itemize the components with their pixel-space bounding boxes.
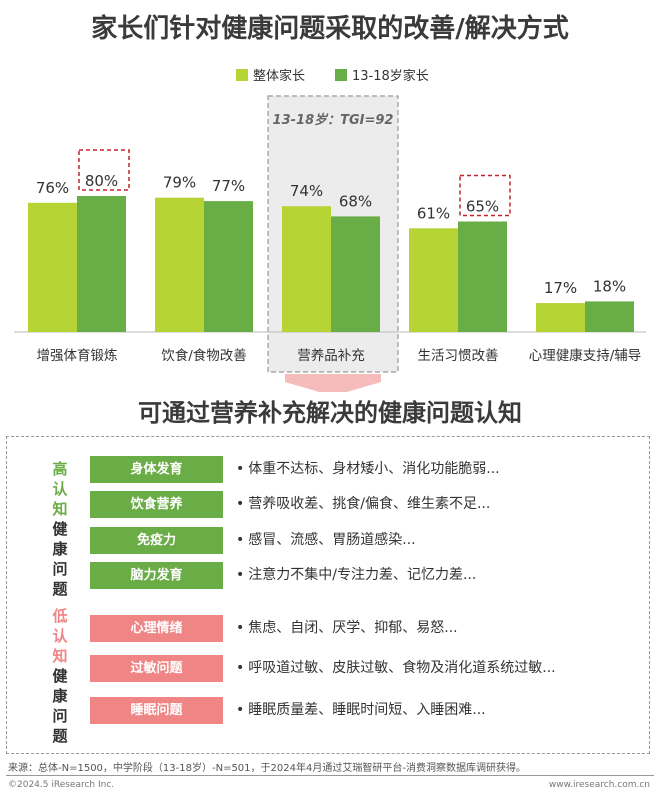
group-label-char: 题 bbox=[52, 580, 68, 598]
category-label: 生活习惯改善 bbox=[418, 347, 499, 364]
group-label-char: 问 bbox=[52, 560, 68, 578]
group-label-char: 题 bbox=[52, 727, 68, 745]
health-description: • 体重不达标、身材矮小、消化功能脆弱... bbox=[236, 461, 500, 477]
low-cognition-label: 低认知健康问题 bbox=[50, 606, 70, 746]
group-label-char: 知 bbox=[52, 500, 68, 518]
health-tag: 睡眠问题 bbox=[90, 697, 223, 724]
bar bbox=[204, 201, 253, 332]
category-label: 心理健康支持/辅导 bbox=[529, 347, 642, 364]
health-tag: 饮食营养 bbox=[90, 491, 223, 518]
bar-chart: 13-18岁：TGI=92 整体家长 13-18岁家长 76% 80% 增强体育锻炼 79%… bbox=[14, 68, 646, 392]
group-label-char: 认 bbox=[52, 627, 68, 645]
tgi-annotation: 13-18岁：TGI=92 bbox=[273, 112, 394, 128]
health-tag: 身体发育 bbox=[90, 456, 223, 483]
legend-swatch bbox=[335, 69, 347, 81]
health-description: • 营养吸收差、挑食/偏食、维生素不足... bbox=[236, 496, 491, 512]
site-url: www.iresearch.com.cn bbox=[548, 780, 650, 790]
group-label-char: 高 bbox=[52, 460, 68, 478]
data-label: 77% bbox=[212, 177, 245, 195]
legend-label: 13-18岁家长 bbox=[352, 68, 429, 84]
health-description: • 焦虑、自闭、厌学、抑郁、易怒... bbox=[236, 620, 458, 636]
bar bbox=[155, 197, 204, 332]
bar bbox=[77, 196, 126, 332]
data-label: 65% bbox=[466, 198, 499, 216]
chart-title: 家长们针对健康问题采取的改善/解决方式 bbox=[91, 14, 569, 44]
highlight-value-box bbox=[78, 149, 130, 191]
health-description: • 注意力不集中/专注力差、记忆力差... bbox=[236, 567, 477, 583]
bar bbox=[458, 221, 507, 332]
high-cognition-label: 高认知健康问题 bbox=[50, 459, 70, 599]
bar bbox=[585, 301, 634, 332]
legend-swatch bbox=[236, 69, 248, 81]
data-label: 74% bbox=[290, 182, 323, 200]
data-label: 17% bbox=[544, 279, 577, 297]
legend-label: 整体家长 bbox=[253, 68, 305, 84]
group-label-char: 知 bbox=[52, 647, 68, 665]
group-label-char: 健 bbox=[52, 667, 68, 685]
group-label-char: 健 bbox=[52, 520, 68, 538]
group-label-char: 康 bbox=[52, 687, 68, 705]
data-label: 61% bbox=[417, 204, 450, 222]
health-tag: 心理情绪 bbox=[90, 615, 223, 642]
down-arrow bbox=[285, 374, 381, 392]
bar bbox=[536, 303, 585, 332]
data-label: 80% bbox=[85, 172, 118, 190]
health-description: • 感冒、流感、胃肠道感染... bbox=[236, 532, 416, 548]
source-note: 来源：总体-N=1500，中学阶段（13-18岁）-N=501，于2024年4月… bbox=[8, 763, 526, 774]
group-label-char: 康 bbox=[52, 540, 68, 558]
data-label: 18% bbox=[593, 277, 626, 295]
health-description: • 睡眠质量差、睡眠时间短、入睡困难... bbox=[236, 702, 486, 718]
bar bbox=[409, 228, 458, 332]
highlight-value-box bbox=[459, 174, 511, 217]
category-label: 营养品补充 bbox=[297, 348, 365, 364]
category-label: 饮食/食物改善 bbox=[161, 347, 247, 364]
bar bbox=[331, 216, 380, 332]
group-label-char: 问 bbox=[52, 707, 68, 725]
bar bbox=[282, 206, 331, 332]
data-label: 68% bbox=[339, 192, 372, 210]
group-label-char: 低 bbox=[52, 607, 68, 625]
footer-divider bbox=[6, 775, 654, 776]
section-title: 可通过营养补充解决的健康问题认知 bbox=[138, 399, 522, 427]
group-label-char: 认 bbox=[52, 480, 68, 498]
health-tag: 免疫力 bbox=[90, 527, 223, 554]
data-label: 79% bbox=[163, 174, 196, 192]
health-tag: 过敏问题 bbox=[90, 655, 223, 682]
health-description: • 呼吸道过敏、皮肤过敏、食物及消化道系统过敏... bbox=[236, 660, 556, 676]
data-label: 76% bbox=[36, 179, 69, 197]
bar bbox=[28, 202, 77, 332]
health-tag: 脑力发育 bbox=[90, 562, 223, 589]
category-label: 增强体育锻炼 bbox=[37, 348, 118, 364]
cognition-panel bbox=[6, 436, 650, 754]
copyright: ©2024.5 iResearch Inc. bbox=[8, 780, 115, 790]
